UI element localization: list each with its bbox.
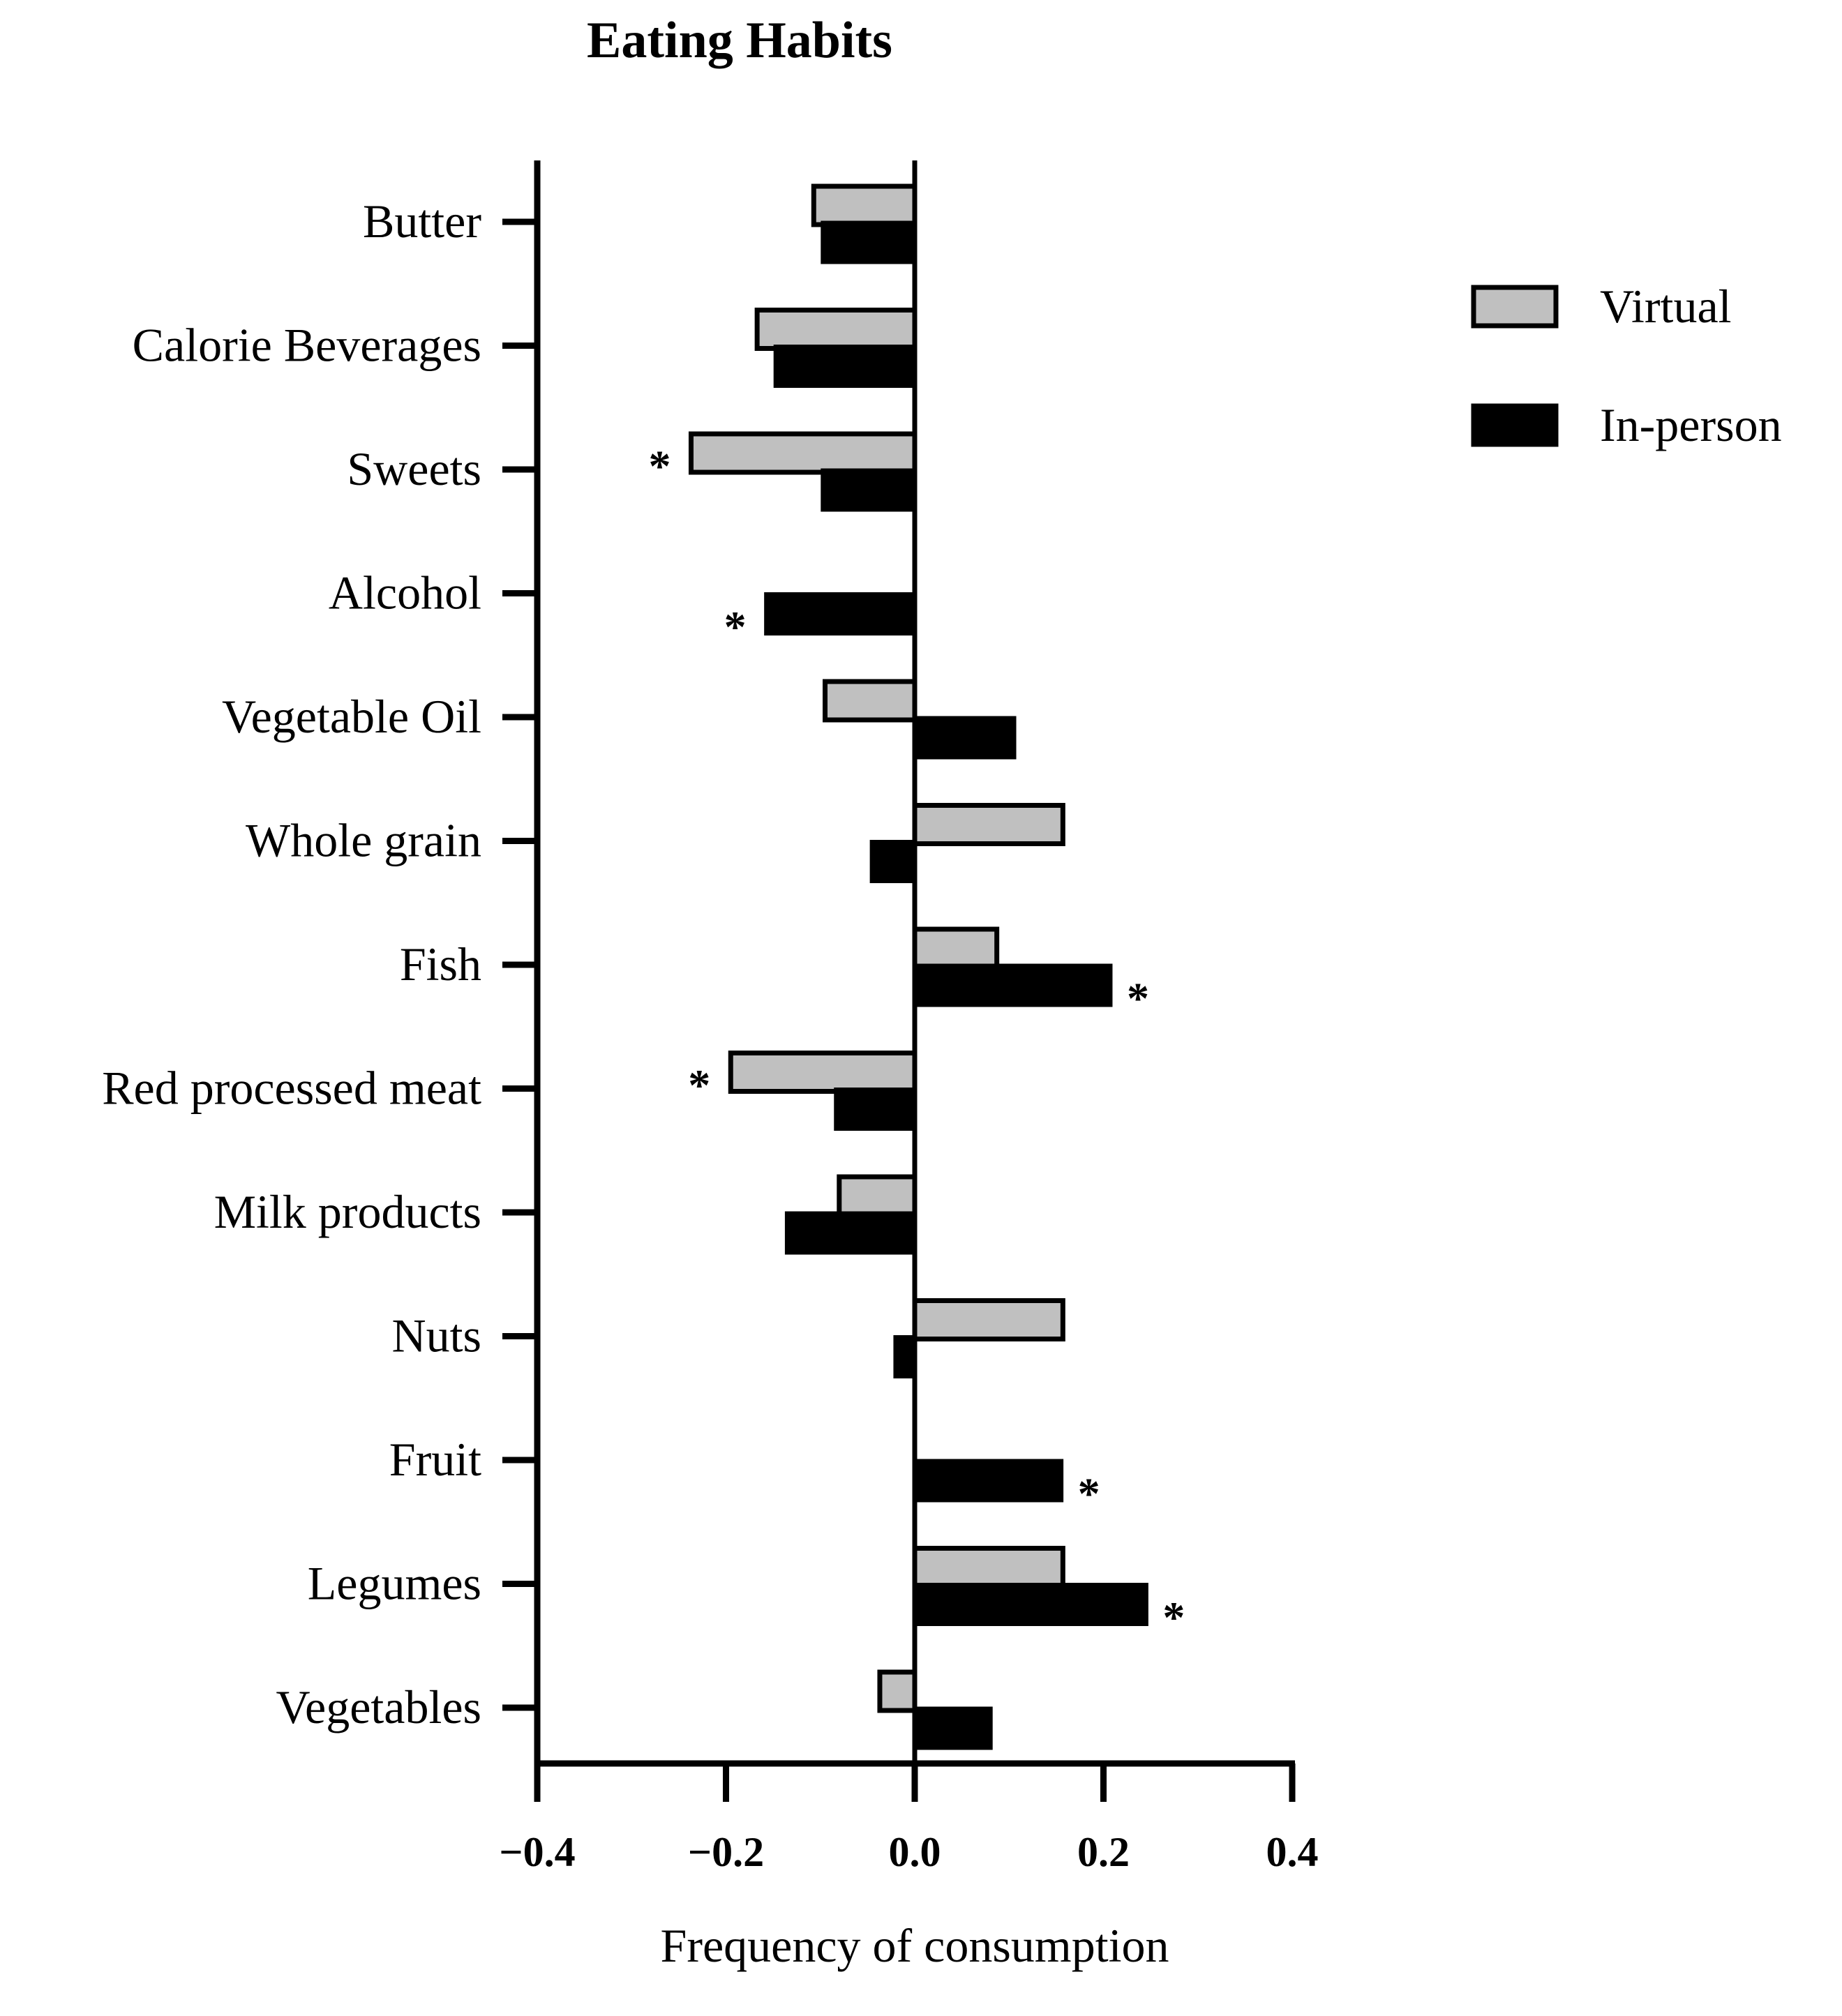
category-label-calorie-beverages: Calorie Beverages xyxy=(133,319,481,372)
significance-star-fruit: * xyxy=(1078,1469,1100,1519)
bar-virtual-red-processed-meat xyxy=(728,1051,918,1094)
bar-in-person-vegetables xyxy=(912,1706,993,1750)
category-label-red-processed-meat: Red processed meat xyxy=(102,1062,481,1115)
axes-layer xyxy=(502,160,1296,1802)
category-label-vegetables: Vegetables xyxy=(276,1680,481,1733)
significance-star-red-processed-meat: * xyxy=(688,1060,710,1110)
legend-swatch-in-person xyxy=(1471,403,1559,447)
x-tick-label: 0.2 xyxy=(1077,1829,1130,1875)
category-label-fruit: Fruit xyxy=(389,1433,481,1486)
bar-in-person-milk-products xyxy=(784,1211,918,1255)
bar-in-person-alcohol xyxy=(764,592,918,635)
category-label-milk-products: Milk products xyxy=(214,1185,481,1238)
x-tick-label: −0.4 xyxy=(499,1829,575,1875)
x-axis-label: Frequency of consumption xyxy=(661,1919,1169,1972)
category-label-legumes: Legumes xyxy=(308,1557,481,1610)
bar-in-person-fruit xyxy=(912,1459,1064,1503)
bar-in-person-fish xyxy=(912,963,1113,1007)
significance-star-alcohol: * xyxy=(724,602,747,652)
x-tick-label: 0.0 xyxy=(889,1829,941,1875)
x-tick-label: −0.2 xyxy=(688,1829,764,1875)
bar-in-person-whole-grain xyxy=(869,840,918,883)
category-label-sweets: Sweets xyxy=(347,442,481,495)
significance-star-fish: * xyxy=(1127,974,1149,1023)
bar-in-person-nuts xyxy=(893,1335,918,1378)
bar-virtual-sweets xyxy=(688,431,918,475)
bar-virtual-legumes xyxy=(912,1546,1065,1589)
x-tick-labels: −0.4 −0.2 0.0 0.2 0.4 xyxy=(499,1829,1318,1875)
significance-markers: * * * * * * xyxy=(648,442,1185,1643)
category-label-alcohol: Alcohol xyxy=(329,566,481,619)
category-label-whole-grain: Whole grain xyxy=(246,814,481,867)
legend-label-virtual: Virtual xyxy=(1600,280,1732,333)
legend: Virtual In-person xyxy=(1471,280,1782,451)
bar-in-person-sweets xyxy=(821,468,918,512)
legend-swatch-virtual xyxy=(1471,285,1559,329)
bar-in-person-legumes xyxy=(912,1583,1148,1626)
bar-virtual-milk-products xyxy=(837,1174,918,1218)
category-label-butter: Butter xyxy=(363,195,481,248)
x-tick-label: 0.4 xyxy=(1266,1829,1319,1875)
significance-star-legumes: * xyxy=(1162,1593,1185,1642)
bar-virtual-nuts xyxy=(912,1298,1065,1341)
bar-virtual-calorie-beverages xyxy=(754,308,918,351)
bar-in-person-butter xyxy=(821,220,918,264)
bar-virtual-vegetables xyxy=(877,1669,918,1713)
legend-label-in-person: In-person xyxy=(1600,398,1782,451)
bar-virtual-butter xyxy=(811,183,918,227)
bar-virtual-vegetable-oil xyxy=(823,679,918,723)
bar-in-person-calorie-beverages xyxy=(773,345,918,388)
chart-title: Eating Habits xyxy=(587,12,892,69)
significance-star-sweets: * xyxy=(648,442,671,491)
bar-in-person-vegetable-oil xyxy=(912,716,1017,760)
bars-layer xyxy=(688,183,1148,1750)
bar-virtual-fish xyxy=(912,926,1000,970)
category-label-fish: Fish xyxy=(400,938,481,991)
category-labels: Butter Calorie Beverages Sweets Alcohol Vege… xyxy=(102,195,481,1733)
bar-in-person-red-processed-meat xyxy=(834,1088,918,1131)
category-label-vegetable-oil: Vegetable Oil xyxy=(222,690,481,743)
category-label-nuts: Nuts xyxy=(392,1309,481,1362)
bar-virtual-whole-grain xyxy=(912,803,1065,846)
